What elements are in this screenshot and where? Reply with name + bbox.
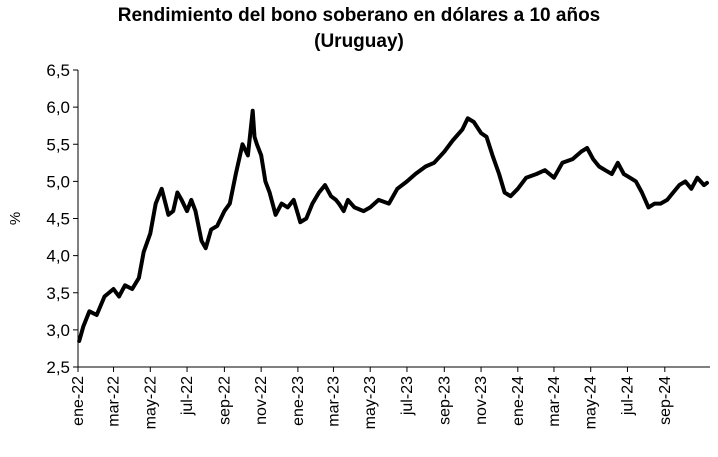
chart-title: Rendimiento del bono soberano en dólares… — [117, 5, 601, 26]
y-tick-label: 6,0 — [46, 98, 70, 117]
y-axis-ticks: 2,5 3,0 3,5 4,0 4,5 5,0 5,5 6,0 6,5 — [46, 61, 78, 377]
y-tick-label: 6,5 — [46, 61, 70, 80]
x-tick-label: jul-22 — [179, 376, 196, 416]
x-tick-label: mar-23 — [325, 376, 342, 427]
x-tick-label: mar-22 — [106, 376, 123, 427]
x-tick-label: mar-24 — [546, 376, 563, 427]
y-tick-label: 5,5 — [46, 135, 70, 154]
y-tick-label: 4,5 — [46, 210, 70, 229]
chart-subtitle: (Uruguay) — [314, 31, 404, 52]
x-tick-label: may-23 — [362, 376, 379, 429]
x-tick-label: sep-23 — [436, 376, 453, 425]
x-axis-ticks: ene-22 mar-22 may-22 jul-22 sep-22 nov-22 ene-… — [70, 367, 674, 429]
y-tick-label: 2,5 — [46, 358, 70, 377]
x-tick-label: may-24 — [583, 376, 600, 429]
x-tick-label: ene-24 — [510, 376, 527, 426]
y-tick-label: 3,0 — [46, 321, 70, 340]
y-tick-label: 4,0 — [46, 247, 70, 266]
x-tick-label: nov-22 — [253, 376, 270, 425]
y-tick-label: 5,0 — [46, 172, 70, 191]
x-tick-label: nov-23 — [473, 376, 490, 425]
x-tick-label: jul-24 — [619, 376, 636, 416]
x-tick-label: ene-23 — [290, 376, 307, 426]
x-tick-label: may-22 — [142, 376, 159, 429]
x-tick-label: ene-22 — [70, 376, 87, 426]
y-axis-label: % — [7, 212, 24, 225]
y-tick-label: 3,5 — [46, 284, 70, 303]
x-tick-label: sep-24 — [657, 376, 674, 425]
series-line — [77, 108, 709, 343]
x-tick-label: sep-22 — [216, 376, 233, 425]
x-tick-label: jul-23 — [399, 376, 416, 416]
